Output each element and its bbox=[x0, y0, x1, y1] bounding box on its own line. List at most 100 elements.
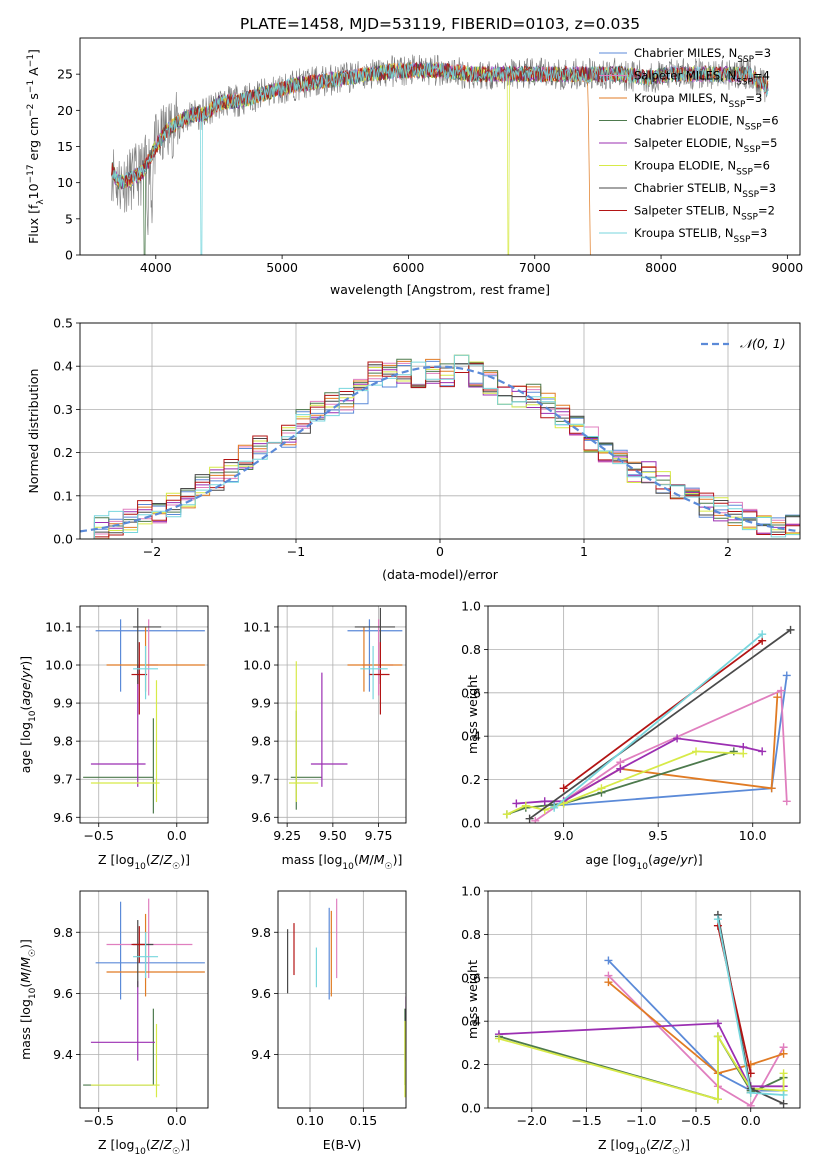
label-part: =4 bbox=[753, 69, 770, 83]
plus-marker bbox=[777, 686, 786, 695]
label-part: SSP bbox=[736, 168, 753, 178]
plus-marker bbox=[779, 1099, 788, 1108]
label-part: Chabrier STELIB, N bbox=[634, 181, 742, 195]
histogram-kroupa-stelib bbox=[80, 354, 800, 539]
label-part: E(B-V) bbox=[323, 1137, 362, 1152]
y-tick-label: 0.0 bbox=[53, 532, 73, 547]
legend-label: Chabrier STELIB, NSSP=3 bbox=[634, 181, 776, 200]
mass_weight_vs_Z-plot-area bbox=[494, 910, 788, 1108]
label-part: Z bbox=[663, 1137, 673, 1152]
x-tick-label: 10.0 bbox=[739, 828, 767, 843]
x-tick-label: −1 bbox=[287, 544, 305, 559]
plus-marker bbox=[713, 1019, 722, 1028]
plus-marker bbox=[746, 1088, 755, 1097]
label-part: =5 bbox=[761, 136, 778, 150]
data-point-kroupa-elodie bbox=[90, 680, 160, 803]
series-kroupa-stelib bbox=[713, 915, 788, 1099]
label-part: Z bbox=[163, 1137, 173, 1152]
label-part: ] bbox=[26, 49, 41, 54]
y-tick-label: 9.7 bbox=[251, 772, 271, 787]
x-axis-label: age [log10(age/yr)] bbox=[585, 852, 702, 872]
y-tick-label: 9.9 bbox=[251, 696, 271, 711]
x-tick-label: 0 bbox=[436, 544, 444, 559]
series-line bbox=[563, 697, 779, 803]
label-part: ( bbox=[354, 852, 359, 867]
data-point-salpeter-stelib bbox=[369, 642, 390, 715]
x-tick-label: 6000 bbox=[393, 260, 425, 275]
label-part: mass [log bbox=[18, 999, 33, 1060]
y-tick-label: 0.4 bbox=[461, 1014, 481, 1029]
label-part: ( bbox=[18, 706, 33, 711]
label-part: age bbox=[18, 682, 33, 706]
series-kroupa-stelib bbox=[550, 630, 767, 812]
label-part: Z [log bbox=[98, 852, 134, 867]
label-part: −17 bbox=[26, 164, 36, 183]
label-part: Chabrier ELODIE, N bbox=[634, 114, 745, 128]
y-tick-label: 9.8 bbox=[251, 734, 271, 749]
label-part: A bbox=[26, 67, 41, 80]
plus-marker bbox=[713, 915, 722, 924]
mass_weight_vs_age-axes: 9.0 9.5 10.0 0.0 0.2 0.4 0.6 0.8 1.0 bbox=[461, 599, 800, 843]
label-part: / bbox=[159, 1137, 164, 1152]
y-tick-label: 10.1 bbox=[45, 619, 73, 634]
label-part: Z bbox=[163, 852, 173, 867]
label-part: Kroupa STELIB, N bbox=[634, 226, 734, 240]
legend-label: Salpeter STELIB, NSSP=2 bbox=[634, 204, 775, 223]
series-kroupa-elodie bbox=[494, 1032, 788, 1104]
label-part: 10 bbox=[634, 1147, 646, 1157]
label-part: SSP bbox=[736, 78, 753, 88]
series-line bbox=[563, 639, 763, 790]
y-tick-label: 10.1 bbox=[243, 619, 271, 634]
legend-label: Chabrier ELODIE, NSSP=6 bbox=[634, 114, 779, 133]
y-tick-label: 0.8 bbox=[461, 927, 481, 942]
data-point-kroupa-miles bbox=[347, 626, 403, 692]
y-tick-label: 9.6 bbox=[251, 986, 271, 1001]
x-tick-label: 9.0 bbox=[554, 828, 574, 843]
label-part: )] bbox=[180, 852, 190, 867]
series-chabrier-stelib bbox=[525, 625, 795, 823]
label-part: −1 bbox=[26, 80, 36, 93]
legend-label: 𝒩(0, 1) bbox=[740, 336, 786, 351]
label-part: Z bbox=[150, 852, 160, 867]
x-tick-label: 7000 bbox=[519, 260, 551, 275]
x-axis-label: Z [log10(Z/Z☉)] bbox=[98, 852, 190, 872]
label-part: age bbox=[653, 852, 677, 867]
x-axis-label: Z [log10(Z/Z☉)] bbox=[98, 1137, 190, 1157]
label-part: M bbox=[18, 972, 33, 983]
series-line bbox=[529, 629, 792, 820]
series-salpeter-stelib bbox=[713, 921, 755, 1078]
y-tick-label: 1.0 bbox=[461, 884, 481, 899]
plus-marker bbox=[779, 1049, 788, 1058]
x-tick-label: 0.0 bbox=[167, 1113, 187, 1128]
label-part: 10 bbox=[28, 710, 38, 722]
label-part: M bbox=[374, 852, 385, 867]
label-part: )] bbox=[680, 1137, 690, 1152]
plus-marker bbox=[779, 1069, 788, 1078]
x-tick-label: 4000 bbox=[140, 260, 172, 275]
x-tick-label: −1.5 bbox=[571, 1113, 601, 1128]
x-tick-label: −2.0 bbox=[517, 1113, 547, 1128]
plus-marker bbox=[512, 799, 521, 808]
y-tick-label: 5 bbox=[65, 211, 73, 226]
label-part: SSP bbox=[744, 145, 761, 155]
label-part: ☉ bbox=[28, 949, 38, 957]
plus-marker bbox=[559, 784, 568, 793]
label-part: SSP bbox=[745, 123, 762, 133]
label-part: SSP bbox=[729, 100, 746, 110]
y-tick-label: 0.2 bbox=[53, 445, 73, 460]
y-tick-label: 9.4 bbox=[251, 1047, 271, 1062]
y-tick-label: 10.0 bbox=[243, 658, 271, 673]
y-tick-label: 10.0 bbox=[45, 658, 73, 673]
x-tick-label: 0.15 bbox=[349, 1113, 377, 1128]
label-part: erg cm bbox=[26, 117, 41, 165]
label-part: SSP bbox=[741, 213, 758, 223]
label-part: 10 bbox=[28, 987, 38, 999]
figure-title: PLATE=1458, MJD=53119, FIBERID=0103, z=0… bbox=[240, 15, 640, 33]
plus-marker bbox=[782, 671, 791, 680]
label-part: =2 bbox=[758, 204, 775, 218]
plus-marker bbox=[550, 803, 559, 812]
label-part: 10 bbox=[637, 862, 649, 872]
label-part: s bbox=[26, 93, 41, 104]
label-part: age [log bbox=[585, 852, 636, 867]
y-tick-label: 0 bbox=[65, 248, 73, 263]
